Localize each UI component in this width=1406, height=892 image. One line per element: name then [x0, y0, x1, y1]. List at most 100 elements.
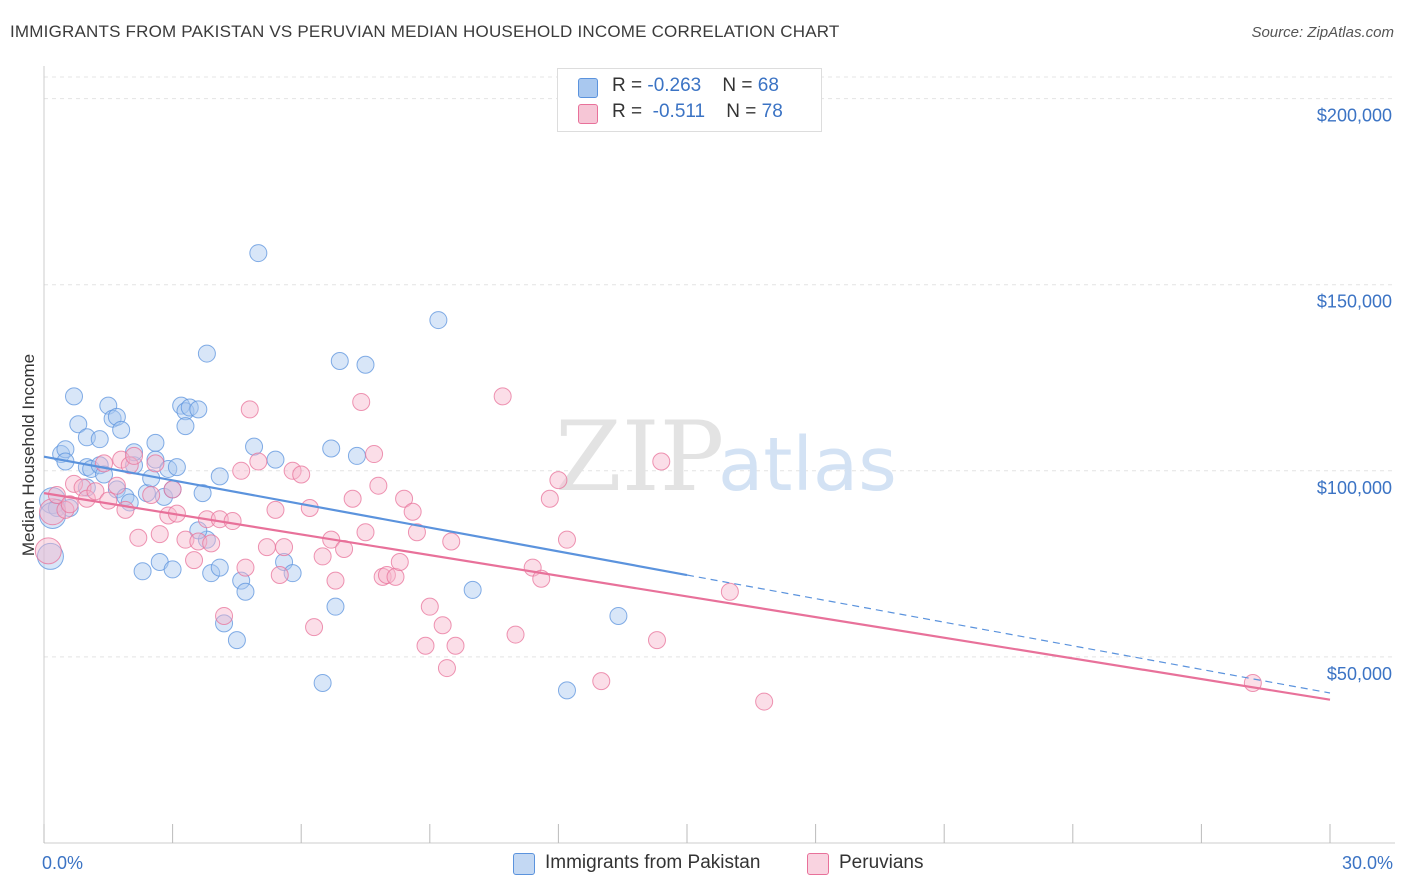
- pakistan-point: [193, 484, 212, 503]
- peruvian-point: [129, 528, 148, 547]
- pakistan-trend-extension: [686, 574, 1331, 694]
- peruvian-point: [249, 452, 268, 471]
- peruvian-point: [60, 495, 79, 514]
- pakistan-point: [65, 387, 84, 406]
- pakistan-point: [266, 450, 285, 469]
- peruvian-point: [343, 489, 362, 508]
- pakistan-point: [326, 597, 345, 616]
- peruvian-point: [125, 446, 144, 465]
- pakistan-swatch: [578, 78, 598, 98]
- peruvian-point: [390, 552, 409, 571]
- peruvian-point: [232, 461, 251, 480]
- peruvian-point: [403, 502, 422, 521]
- y-tick-label: $150,000: [1317, 292, 1392, 312]
- peruvian-trend-line: [43, 492, 1331, 701]
- pakistan-point: [249, 244, 268, 263]
- peruvian-point: [356, 523, 375, 542]
- peruvian-point: [416, 636, 435, 655]
- pakistan-point: [163, 560, 182, 579]
- n-label: N =: [722, 75, 758, 96]
- peruvian-point: [305, 618, 324, 637]
- peruvian-point: [185, 551, 204, 570]
- pakistan-point: [210, 467, 229, 486]
- peruvian-point: [163, 480, 182, 499]
- pakistan-point: [69, 415, 88, 434]
- pakistan-point: [313, 673, 332, 692]
- peruvian-point: [266, 500, 285, 519]
- pakistan-point: [557, 681, 576, 700]
- peruvian-point: [365, 445, 384, 464]
- peruvian-point: [506, 625, 525, 644]
- pakistan-point: [609, 606, 628, 625]
- n-label: N =: [726, 101, 762, 122]
- y-axis-label: Median Household Income: [19, 354, 38, 556]
- pakistan-point: [322, 439, 341, 458]
- peruvians-legend-label: Peruvians: [839, 852, 924, 873]
- pakistan-point: [56, 440, 75, 459]
- pakistan-legend-label: Immigrants from Pakistan: [545, 852, 761, 873]
- y-tick-label: $200,000: [1317, 106, 1392, 126]
- peruvian-point: [720, 582, 739, 601]
- peruvian-point: [313, 547, 332, 566]
- peruvian-point: [215, 606, 234, 625]
- peruvian-point: [146, 454, 165, 473]
- peruvian-point: [150, 525, 169, 544]
- r-label: R =: [612, 75, 648, 96]
- peruvian-point: [592, 672, 611, 691]
- peruvian-point: [292, 465, 311, 484]
- peruvian-point: [300, 499, 319, 518]
- r-value-peruvians: -0.511: [652, 101, 706, 122]
- peruvian-point: [369, 476, 388, 495]
- peruvian-point: [557, 530, 576, 549]
- peruvian-point: [34, 537, 62, 565]
- peruvian-point: [116, 500, 135, 519]
- peruvian-point: [86, 482, 105, 501]
- peruvian-point: [270, 566, 289, 585]
- chart-title: IMMIGRANTS FROM PAKISTAN VS PERUVIAN MED…: [10, 22, 840, 41]
- peruvian-point: [420, 597, 439, 616]
- pakistan-point: [202, 564, 221, 583]
- peruvian-point: [446, 636, 465, 655]
- peruvian-point: [549, 471, 568, 490]
- pakistan-point: [112, 420, 131, 439]
- peruvian-point: [99, 491, 118, 510]
- peruvian-point: [202, 534, 221, 553]
- peruvian-point: [240, 400, 259, 419]
- peruvian-point: [540, 489, 559, 508]
- pakistan-point: [356, 355, 375, 374]
- peruvian-point: [107, 476, 126, 495]
- x-tick-label: 30.0%: [1342, 853, 1393, 873]
- watermark-zip: ZIP: [555, 401, 724, 513]
- pakistan-trend-line: [43, 455, 688, 577]
- peruvian-point: [326, 571, 345, 590]
- r-label: R =: [612, 101, 648, 122]
- pakistan-point: [347, 446, 366, 465]
- peruvians-swatch: [578, 104, 598, 124]
- trend-lines: [43, 455, 1331, 701]
- peruvian-point: [647, 631, 666, 650]
- pakistan-point: [176, 417, 195, 436]
- pakistan-point: [146, 433, 165, 452]
- peruvian-point: [442, 532, 461, 551]
- pakistan-point: [210, 558, 229, 577]
- pakistan-point: [90, 430, 109, 449]
- n-value-peruvians: 78: [761, 101, 783, 122]
- pakistan-point: [463, 580, 482, 599]
- pakistan-point: [133, 562, 152, 581]
- peruvian-point: [236, 558, 255, 577]
- pakistan-point: [197, 344, 216, 363]
- watermark-atlas: atlas: [718, 422, 897, 508]
- pakistan-point: [236, 582, 255, 601]
- pakistan-point: [227, 631, 246, 650]
- watermark: ZIP atlas: [555, 401, 897, 513]
- pakistan-point: [429, 311, 448, 330]
- peruvian-point: [407, 523, 426, 542]
- pakistan-point: [245, 437, 264, 456]
- x-tick-label: 0.0%: [42, 853, 83, 873]
- peruvian-point: [755, 692, 774, 711]
- peruvian-point: [433, 616, 452, 635]
- pakistan-point: [215, 614, 234, 633]
- pakistan-point: [167, 458, 186, 477]
- chart-source: Source: ZipAtlas.com: [1251, 24, 1394, 41]
